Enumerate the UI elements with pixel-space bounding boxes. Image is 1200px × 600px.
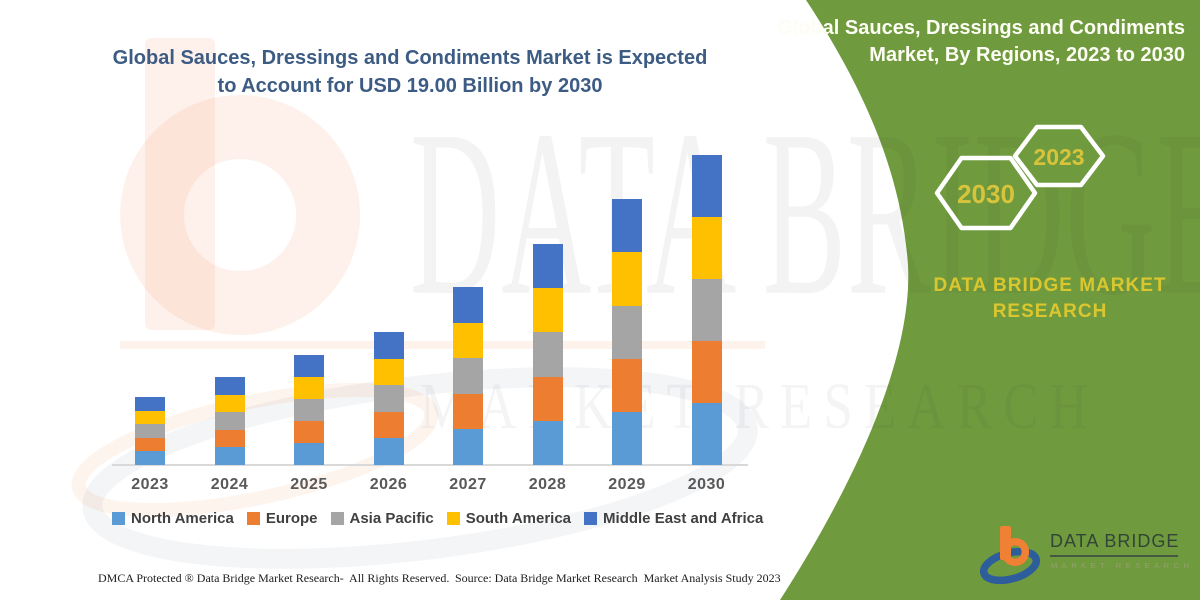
legend-swatch-middle-east-and-africa: [584, 512, 598, 525]
side-panel-title: Global Sauces, Dressings and Condiments …: [760, 15, 1185, 69]
hexagon-2023: [1012, 124, 1106, 188]
bar-segment-2025-europe: [294, 420, 324, 443]
bar-segment-2030-north-america: [691, 403, 722, 465]
legend-swatch-europe: [246, 512, 260, 525]
x-axis-line: [112, 464, 748, 466]
logo-underline: [1050, 555, 1178, 557]
logo-b-bowl: [1001, 538, 1030, 566]
legend-label-middle-east-and-africa: Middle East and Africa: [603, 510, 764, 527]
bar-segment-2027-europe: [453, 393, 483, 430]
bar-segment-2030-middle-east-and-africa: [691, 155, 722, 218]
legend-swatch-south-america: [446, 512, 460, 525]
side-panel-title-line2: Market, By Regions, 2023 to 2030: [869, 44, 1185, 66]
legend-label-europe: Europe: [265, 510, 318, 527]
bar-segment-2029-asia-pacific: [612, 305, 642, 359]
hexagon-2030: [934, 155, 1038, 231]
hexagon-2030-label: 2030: [957, 179, 1015, 209]
x-axis-label-2029: 2029: [608, 476, 646, 493]
bar-segment-2029-middle-east-and-africa: [612, 199, 642, 253]
x-axis-label-2030: 2030: [687, 476, 726, 493]
bar-segment-2025-middle-east-and-africa: [294, 354, 324, 377]
chart-title-line1: Global Sauces, Dressings and Condiments …: [112, 47, 708, 69]
bar-segment-2025-asia-pacific: [294, 398, 324, 421]
logo-tagline: MARKET RESEARCH: [1051, 561, 1194, 570]
bar-segment-2024-asia-pacific: [214, 412, 245, 430]
bar-segment-2029-europe: [612, 358, 642, 412]
footer-source-text: Source: Data Bridge Market Research Mark…: [455, 571, 781, 585]
bar-segment-2028-south-america: [532, 288, 563, 333]
legend-label-south-america: South America: [465, 510, 572, 527]
legend-label-asia-pacific: Asia Pacific: [349, 510, 434, 527]
bar-segment-2028-asia-pacific: [532, 332, 563, 377]
side-panel-shape: [780, 0, 1200, 600]
bar-segment-2026-europe: [373, 411, 404, 439]
bar-segment-2027-south-america: [453, 322, 483, 359]
legend-swatch-north-america: [112, 512, 125, 525]
bar-segment-2026-middle-east-and-africa: [373, 332, 404, 359]
bar-segment-2023-asia-pacific: [135, 424, 165, 438]
bar-segment-2030-europe: [691, 341, 722, 404]
bar-segment-2030-asia-pacific: [691, 279, 722, 342]
side-panel-title-line1: Global Sauces, Dressings and Condiments: [777, 17, 1185, 39]
bar-segment-2027-middle-east-and-africa: [453, 287, 483, 323]
legend-item-middle-east-and-africa: Middle East and Africa: [584, 510, 763, 527]
bar-segment-2024-middle-east-and-africa: [214, 376, 245, 395]
bar-segment-2025-north-america: [294, 442, 324, 465]
x-axis-label-2024: 2024: [210, 476, 249, 493]
bar-segment-2027-asia-pacific: [453, 358, 483, 394]
brand-text-line1: DATA BRIDGE MARKET: [933, 275, 1167, 296]
x-axis-label-2027: 2027: [449, 476, 487, 493]
bar-segment-2030-south-america: [691, 217, 722, 280]
watermark-b-bowl: [120, 95, 361, 335]
logo-swoosh: [980, 547, 1041, 584]
x-axis-label-2028: 2028: [528, 476, 567, 493]
legend-swatch-asia-pacific: [330, 512, 344, 525]
bar-segment-2025-south-america: [294, 376, 324, 399]
legend-item-europe: Europe: [246, 510, 318, 527]
footer-dmca-text: DMCA Protected ® Data Bridge Market Rese…: [98, 571, 450, 585]
bar-segment-2028-middle-east-and-africa: [532, 244, 563, 289]
hexagon-2023-label: 2023: [1033, 144, 1084, 170]
chart-title-line2: to Account for USD 19.00 Billion by 2030: [217, 75, 603, 97]
bar-segment-2023-north-america: [135, 451, 165, 465]
bar-segment-2024-north-america: [214, 447, 245, 465]
legend-item-asia-pacific: Asia Pacific: [330, 510, 434, 527]
data-bridge-logo-mark: [980, 526, 1041, 584]
bar-segment-2029-north-america: [612, 411, 642, 465]
bar-segment-2027-north-america: [453, 429, 483, 465]
legend-label-north-america: North America: [131, 510, 234, 527]
x-axis-label-2026: 2026: [369, 476, 408, 493]
brand-text-line2: RESEARCH: [992, 301, 1108, 322]
watermark-sub-text: MARKET RESEARCH: [420, 370, 1099, 443]
bar-segment-2023-south-america: [135, 410, 165, 425]
watermark-band: [120, 341, 765, 349]
bar-segment-2026-north-america: [373, 438, 404, 465]
bar-segment-2026-asia-pacific: [373, 385, 404, 412]
legend-item-north-america: North America: [112, 510, 234, 527]
bar-segment-2023-europe: [135, 437, 165, 452]
x-axis-label-2023: 2023: [131, 476, 169, 493]
bar-segment-2026-south-america: [373, 358, 404, 386]
legend-item-south-america: South America: [446, 510, 572, 527]
bar-segment-2024-europe: [214, 429, 245, 448]
logo-b-stem: [1000, 526, 1011, 560]
logo-wordmark: DATA BRIDGE: [1050, 531, 1180, 551]
bar-segment-2024-south-america: [214, 394, 245, 413]
bar-segment-2023-middle-east-and-africa: [135, 397, 165, 411]
bar-segment-2029-south-america: [612, 252, 642, 306]
x-axis-label-2025: 2025: [290, 476, 328, 493]
bar-segment-2028-north-america: [532, 420, 563, 465]
watermark-swoosh-blue: [82, 367, 758, 569]
bar-segment-2028-europe: [532, 376, 563, 421]
watermark-swoosh-orange: [71, 382, 439, 518]
chart-legend: North America Europe Asia Pacific South Ame…: [112, 510, 763, 527]
side-panel-brand-text: DATA BRIDGE MARKET RESEARCH: [880, 273, 1200, 325]
watermark-brand-text: DATA BRIDGE: [410, 81, 1200, 345]
hexagon-graphic: 2030 2023: [934, 124, 1106, 231]
chart-title: Global Sauces, Dressings and Condiments …: [70, 44, 750, 100]
